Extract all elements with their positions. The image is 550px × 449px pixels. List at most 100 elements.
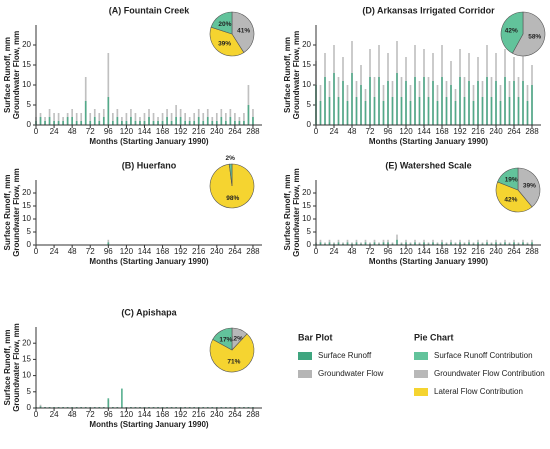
surface-bar — [508, 243, 511, 245]
groundwater-bar — [80, 113, 83, 125]
surface-bar — [436, 243, 439, 245]
surface-bar — [463, 243, 466, 245]
surface-bar — [414, 242, 416, 245]
x-tick-label: 240 — [210, 410, 224, 419]
y-tick-label: 0 — [307, 240, 312, 249]
surface-bar — [125, 121, 128, 125]
surface-bar — [346, 101, 349, 125]
legend-title: Pie Chart — [414, 332, 454, 342]
pie-label: 17% — [219, 336, 232, 343]
pie-slice — [210, 11, 233, 35]
surface-bar — [184, 121, 186, 125]
surface-bar — [391, 243, 394, 245]
x-tick-label: 96 — [104, 127, 113, 136]
x-tick-label: 192 — [174, 127, 188, 136]
x-tick-label: 192 — [174, 410, 188, 419]
surface-bar — [211, 121, 214, 125]
surface-bar — [477, 242, 479, 245]
x-tick-label: 72 — [86, 410, 95, 419]
surface-bar — [102, 117, 105, 125]
pie-slice — [495, 181, 533, 213]
surface-bar — [328, 242, 331, 245]
x-tick-label: 240 — [489, 247, 503, 256]
surface-bar — [382, 101, 385, 125]
surface-bar — [206, 117, 209, 125]
x-tick-label: 288 — [246, 127, 260, 136]
panel-title: (D) Arkansas Irrigated Corridor — [362, 5, 495, 15]
x-tick-label: 120 — [399, 127, 413, 136]
surface-bar — [80, 121, 83, 125]
surface-bar — [161, 121, 164, 125]
x-tick-label: 192 — [174, 247, 188, 256]
panel-title: (C) Apishapa — [121, 307, 177, 317]
x-tick-label: 144 — [138, 410, 152, 419]
x-tick-label: 192 — [453, 247, 467, 256]
surface-bar — [391, 97, 394, 125]
surface-bar — [463, 97, 466, 125]
y-tick-label: 20 — [22, 40, 31, 49]
x-tick-label: 48 — [68, 410, 77, 419]
y-axis-label: Surface Runoff, mm — [283, 37, 292, 113]
surface-bar — [522, 81, 524, 125]
x-tick-label: 96 — [104, 410, 113, 419]
surface-bar — [175, 117, 177, 125]
surface-bar — [188, 121, 191, 125]
legend-swatch — [414, 352, 428, 360]
x-tick-label: 48 — [348, 127, 357, 136]
y-axis-label: Surface Runoff, mm — [283, 174, 292, 250]
pie-label: 41% — [237, 27, 250, 34]
surface-bar — [355, 97, 358, 125]
surface-bar — [346, 242, 349, 245]
surface-bar — [62, 121, 64, 125]
y-tick-label: 0 — [27, 403, 32, 412]
surface-bar — [121, 121, 123, 125]
x-tick-label: 72 — [366, 127, 375, 136]
x-tick-label: 264 — [507, 127, 521, 136]
surface-bar — [495, 81, 497, 125]
x-tick-label: 288 — [525, 247, 539, 256]
y-axis-label: Surface Runoff, mm — [3, 37, 12, 113]
surface-bar — [193, 121, 196, 125]
surface-bar — [328, 97, 331, 125]
pie-label: 58% — [528, 34, 541, 41]
x-axis-label: Months (Starting January 1990) — [369, 137, 488, 146]
surface-bar — [107, 398, 110, 408]
surface-bar — [486, 77, 488, 125]
legend-label: Lateral Flow Contribution — [434, 387, 523, 396]
surface-bar — [504, 242, 506, 245]
surface-bar — [400, 243, 403, 245]
y-axis-label: Groundwater Flow, mm — [12, 31, 21, 120]
surface-bar — [107, 242, 110, 245]
surface-bar — [432, 242, 434, 245]
x-tick-label: 144 — [138, 127, 152, 136]
surface-bar — [215, 121, 218, 125]
pie-slice — [228, 163, 233, 187]
surface-bar — [130, 117, 132, 125]
x-tick-label: 168 — [435, 247, 449, 256]
surface-bar — [75, 121, 78, 125]
surface-bar — [333, 73, 335, 125]
surface-bar — [409, 243, 412, 245]
x-tick-label: 96 — [384, 247, 393, 256]
y-tick-label: 10 — [302, 80, 311, 89]
y-tick-label: 5 — [27, 227, 32, 236]
surface-bar — [360, 243, 362, 245]
x-axis-label: Months (Starting January 1990) — [89, 137, 208, 146]
surface-bar — [441, 77, 443, 125]
surface-bar — [157, 121, 159, 125]
surface-bar — [107, 97, 110, 125]
surface-bar — [481, 243, 484, 245]
x-tick-label: 168 — [435, 127, 449, 136]
x-tick-label: 264 — [507, 247, 521, 256]
pie-label: 42% — [505, 28, 518, 35]
surface-bar — [441, 242, 443, 245]
y-tick-label: 10 — [22, 371, 31, 380]
y-tick-label: 20 — [302, 188, 311, 197]
x-tick-label: 216 — [471, 247, 485, 256]
y-tick-label: 15 — [22, 60, 31, 69]
y-tick-label: 0 — [27, 120, 32, 129]
surface-bar — [252, 117, 254, 125]
pie-label: 2% — [226, 155, 236, 162]
surface-bar — [139, 121, 141, 125]
